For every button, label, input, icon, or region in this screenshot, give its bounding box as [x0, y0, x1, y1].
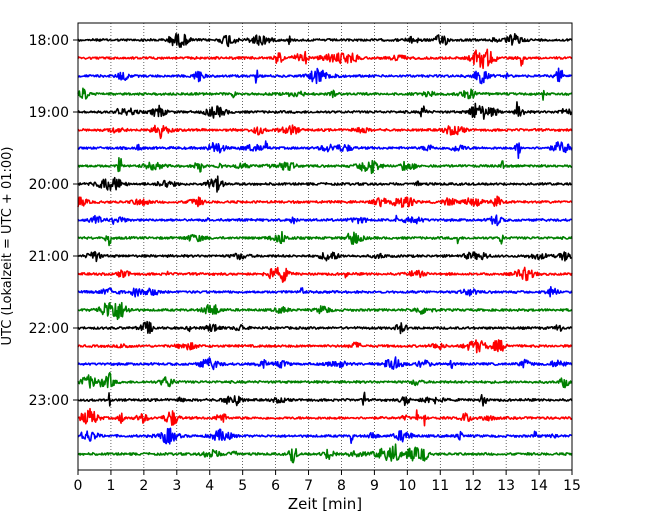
x-tick-label-6: 6	[271, 478, 280, 494]
x-tick-label-3: 3	[172, 478, 181, 494]
trace-1945	[77, 157, 573, 175]
y-axis-ticks: 18:00 19:00 20:00 21:00 22:00 23:00	[29, 33, 78, 409]
x-axis-ticks: 0 1 2 3 4 5 6 7 8 9 10 11 12 13 14 15	[74, 470, 581, 494]
trace-2330	[77, 427, 573, 445]
x-tick-label-11: 11	[431, 478, 449, 494]
x-tick-label-12: 12	[464, 478, 482, 494]
x-tick-label-8: 8	[337, 478, 346, 494]
y-axis-label: UTC (Lokalzeit = UTC + 01:00)	[0, 147, 15, 346]
y-tick-label-19:00: 19:00	[29, 105, 69, 121]
trace-1830	[77, 67, 573, 85]
trace-2300	[77, 391, 573, 407]
trace-1930	[77, 140, 573, 160]
x-tick-label-4: 4	[205, 478, 214, 494]
trace-2345	[77, 443, 573, 464]
trace-1900	[77, 101, 573, 120]
trace-1915	[77, 124, 573, 140]
trace-1845	[77, 87, 573, 101]
trace-group	[77, 32, 573, 464]
y-tick-label-21:00: 21:00	[29, 249, 69, 265]
trace-2130	[77, 286, 573, 298]
y-tick-label-20:00: 20:00	[29, 177, 69, 193]
trace-2015	[77, 195, 573, 209]
trace-2100	[77, 250, 573, 263]
trace-2230	[77, 356, 573, 371]
trace-2045	[77, 230, 573, 247]
trace-1800	[77, 32, 573, 48]
x-tick-label-13: 13	[497, 478, 515, 494]
trace-2200	[77, 320, 573, 335]
plot-frame	[77, 22, 573, 471]
x-tick-label-5: 5	[238, 478, 247, 494]
x-axis-label: Zeit [min]	[288, 495, 362, 513]
trace-2000	[77, 175, 573, 193]
y-tick-label-23:00: 23:00	[29, 393, 69, 409]
x-tick-label-1: 1	[106, 478, 115, 494]
x-tick-label-9: 9	[370, 478, 379, 494]
y-tick-label-18:00: 18:00	[29, 33, 69, 49]
x-tick-label-7: 7	[304, 478, 313, 494]
trace-1815	[77, 48, 573, 70]
x-tick-label-2: 2	[139, 478, 148, 494]
trace-2145	[77, 301, 573, 321]
y-tick-label-22:00: 22:00	[29, 321, 69, 337]
trace-2115	[77, 266, 573, 283]
x-tick-label-0: 0	[74, 478, 83, 494]
trace-2030	[77, 214, 573, 227]
vertical-grid	[110, 23, 540, 470]
x-tick-label-10: 10	[398, 478, 416, 494]
trace-2215	[77, 339, 573, 354]
trace-2315	[77, 407, 573, 427]
trace-2245	[77, 371, 573, 389]
x-tick-label-14: 14	[530, 478, 548, 494]
x-tick-label-15: 15	[563, 478, 581, 494]
plot-background	[78, 23, 572, 470]
